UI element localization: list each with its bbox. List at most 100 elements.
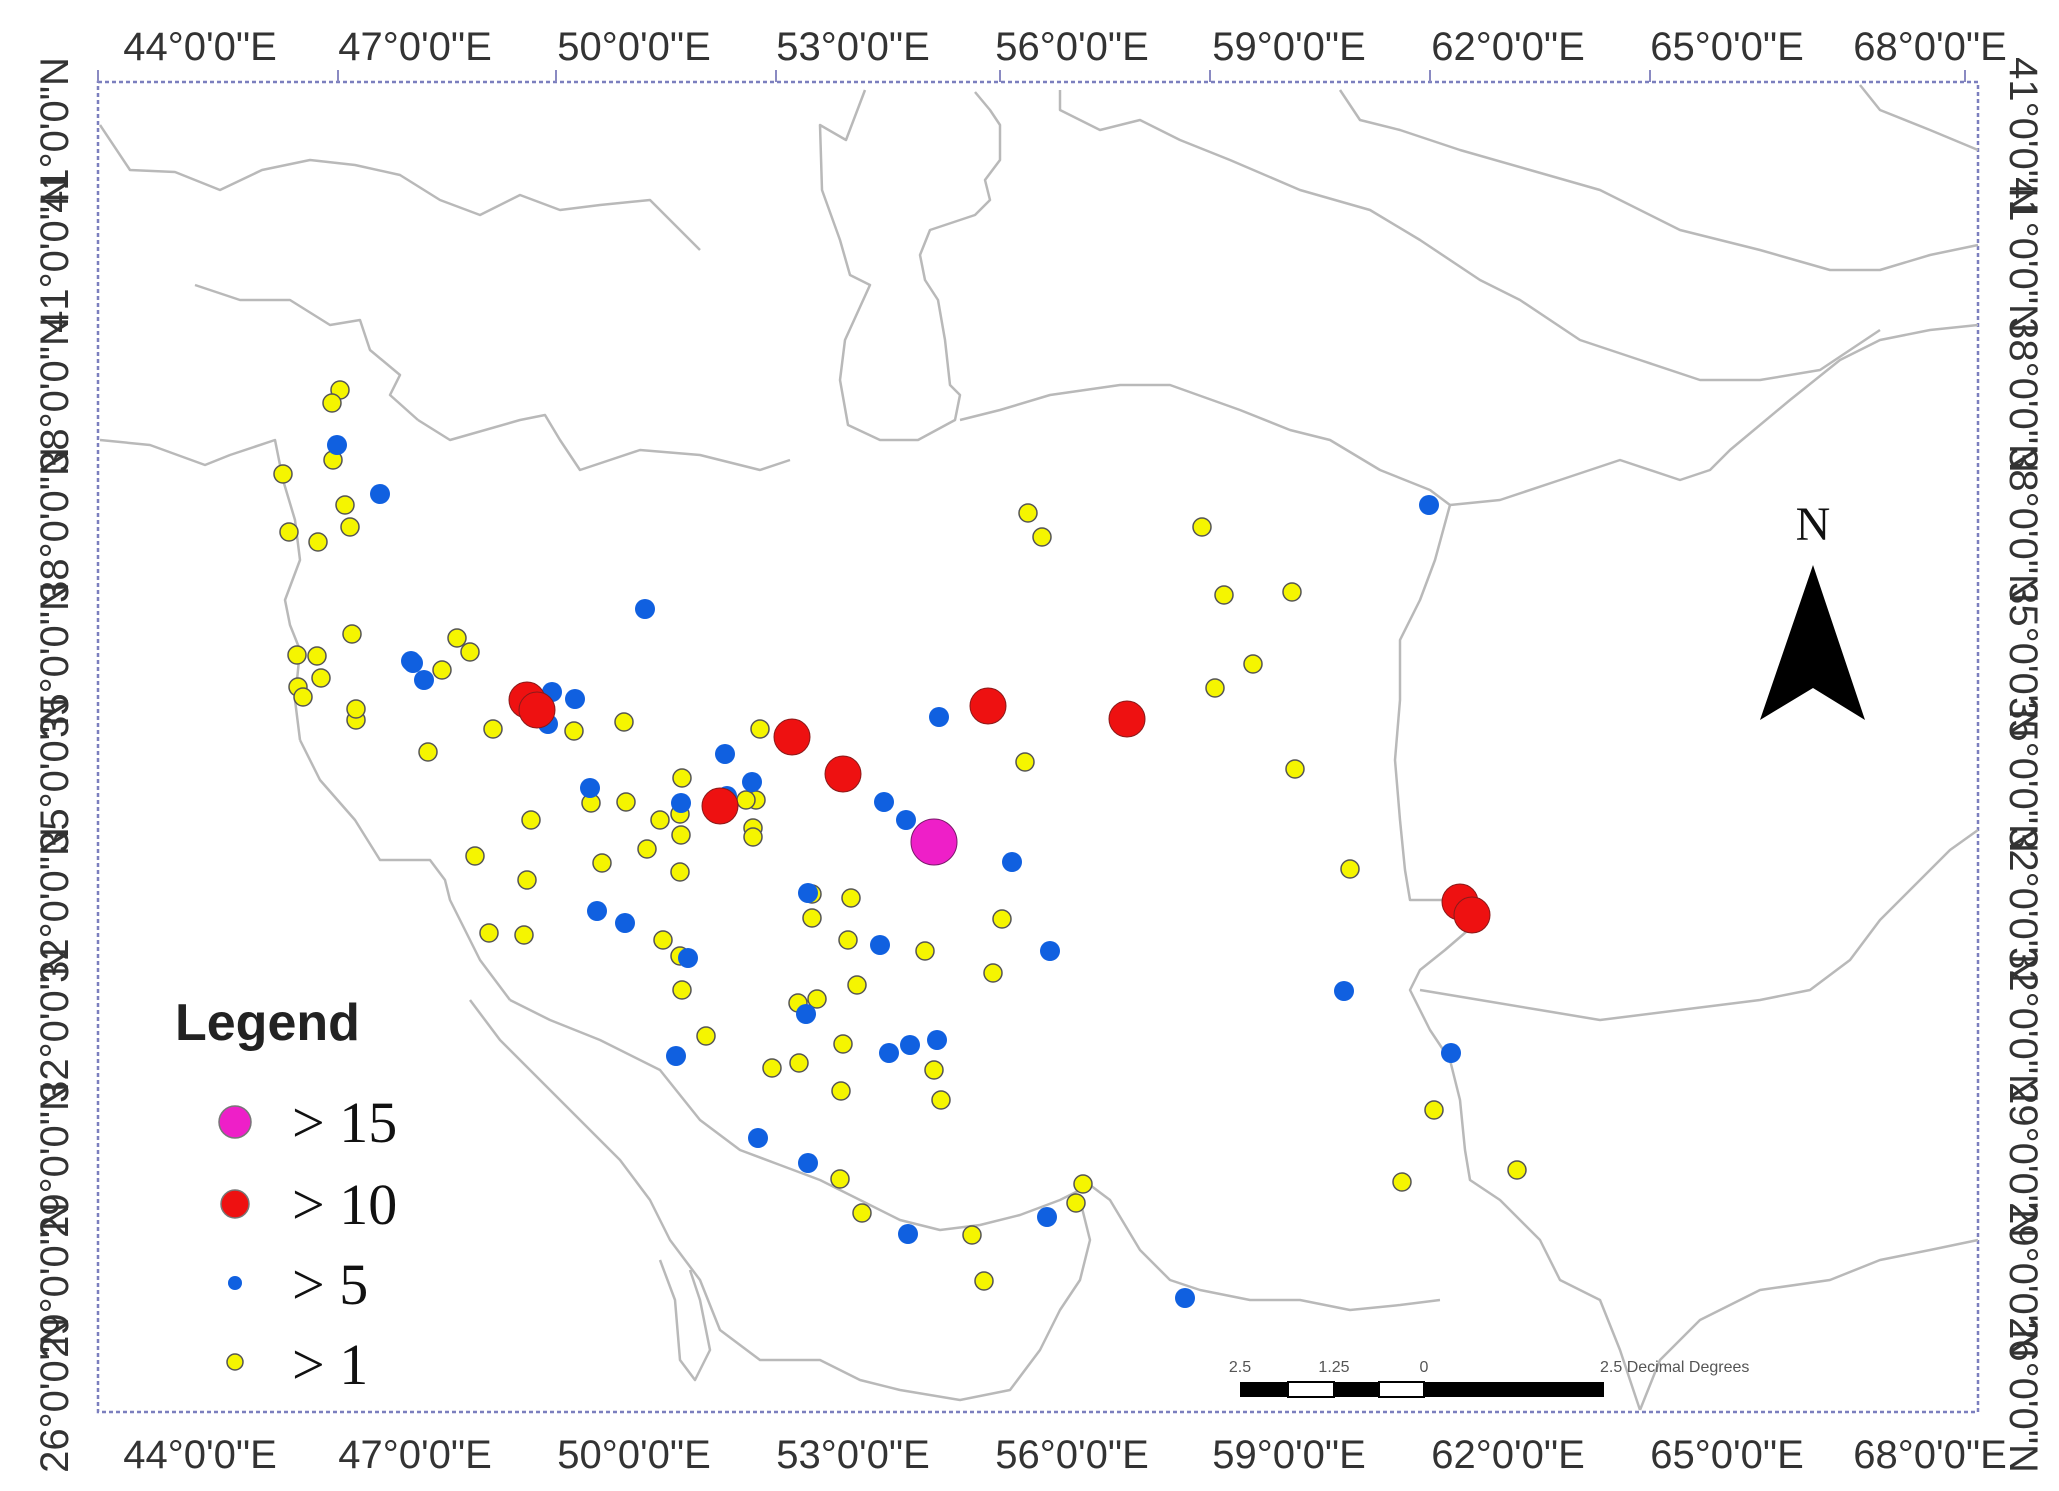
- map-point-gt1: [311, 668, 331, 688]
- y-tick-right: 29°0'0"N: [2001, 1082, 2045, 1238]
- map-point-gt10: [701, 787, 739, 825]
- map-point-gt1: [514, 925, 534, 945]
- y-tick-left: 38°0'0"N: [33, 317, 77, 473]
- map-point-gt5: [798, 883, 818, 903]
- y-tick-right: 32°0'0"N: [2001, 827, 2045, 983]
- map-point-gt5: [403, 653, 423, 673]
- y-tick-labels-right: 41°0'0"N 41°0'0"N 38°0'0"N 38°0'0"N 35°0…: [2001, 57, 2045, 1473]
- points-gt15-group: [910, 818, 958, 866]
- scale-label: 0: [1420, 1359, 1429, 1376]
- map-point-gt5: [1441, 1043, 1461, 1063]
- map-point-gt5: [370, 484, 390, 504]
- map-point-gt1: [418, 742, 438, 762]
- map-point-gt15: [910, 818, 958, 866]
- map-point-gt1: [517, 870, 537, 890]
- map-point-gt1: [1243, 654, 1263, 674]
- axis-ticks: [97, 70, 1966, 82]
- map-point-gt1: [696, 1026, 716, 1046]
- map-point-gt1: [465, 846, 485, 866]
- x-tick-bottom: 62°0'0"E: [1431, 1433, 1585, 1477]
- y-tick-right: 35°0'0"N: [2001, 582, 2045, 738]
- map-point-gt1: [432, 660, 452, 680]
- y-tick-right: 26°0'0"N: [2001, 1317, 2045, 1473]
- map-point-gt1: [807, 989, 827, 1009]
- map-point-gt1: [983, 963, 1003, 983]
- map-point-gt1: [1507, 1160, 1527, 1180]
- map-point-gt5: [900, 1035, 920, 1055]
- scale-bar: 2.5 1.25 0 2.5 Decimal Degrees: [1229, 1359, 1749, 1398]
- legend: Legend > 15 > 10 > 5 > 1: [175, 994, 397, 1397]
- map-point-gt1: [483, 719, 503, 739]
- north-arrow-label: N: [1796, 498, 1831, 551]
- turkmenistan-border: [959, 383, 1451, 506]
- legend-label: > 1: [292, 1332, 368, 1397]
- y-tick-left: 26°0'0"N: [33, 1317, 77, 1473]
- map-point-gt1: [1192, 517, 1212, 537]
- map-frame: [96, 80, 1980, 1414]
- map-point-gt10: [518, 691, 556, 729]
- y-tick-right: 38°0'0"N: [2001, 317, 2045, 473]
- map-point-gt5: [748, 1128, 768, 1148]
- x-tick-top: 50°0'0"E: [557, 25, 711, 69]
- map-point-gt5: [587, 901, 607, 921]
- map-point-gt1: [1424, 1100, 1444, 1120]
- y-tick-left: 38°0'0"N: [33, 447, 77, 603]
- map-point-gt1: [1032, 527, 1052, 547]
- map-point-gt5: [1334, 981, 1354, 1001]
- map-point-gt5: [929, 707, 949, 727]
- legend-label: > 10: [292, 1172, 397, 1237]
- map-point-gt1: [1282, 582, 1302, 602]
- y-tick-left: 41°0'0"N: [33, 57, 77, 213]
- legend-swatch-gt10: [220, 1189, 250, 1219]
- y-tick-right: 41°0'0"N: [2001, 57, 2045, 213]
- map-point-gt5: [565, 689, 585, 709]
- map-point-gt1: [460, 642, 480, 662]
- north-arrow-icon: [1760, 565, 1865, 720]
- map-point-gt10: [969, 687, 1007, 725]
- map-point-gt5: [327, 435, 347, 455]
- y-tick-left: 29°0'0"N: [33, 1082, 77, 1238]
- x-tick-bottom: 50°0'0"E: [557, 1433, 711, 1477]
- points-gt10-group: [508, 681, 1491, 934]
- map-point-gt1: [564, 721, 584, 741]
- y-tick-right: 29°0'0"N: [2001, 1202, 2045, 1358]
- map-point-gt1: [838, 930, 858, 950]
- afghanistan-border: [1449, 323, 1979, 507]
- map-point-gt5: [927, 1030, 947, 1050]
- caspian-sea-outline: [818, 89, 1002, 442]
- map-point-gt1: [1340, 859, 1360, 879]
- iraq-iran-border: [298, 739, 511, 1001]
- x-tick-top: 65°0'0"E: [1650, 25, 1804, 69]
- map-point-gt5: [898, 1224, 918, 1244]
- map-point-gt5: [1002, 852, 1022, 872]
- y-tick-left: 35°0'0"N: [33, 697, 77, 853]
- iran-north-border: [417, 413, 791, 472]
- y-tick-right: 32°0'0"N: [2001, 947, 2045, 1103]
- map-point-gt1: [831, 1081, 851, 1101]
- map-point-gt1: [833, 1034, 853, 1054]
- map-point-gt5: [666, 1046, 686, 1066]
- legend-label: > 5: [292, 1252, 368, 1317]
- x-tick-bottom: 65°0'0"E: [1650, 1433, 1804, 1477]
- map-point-gt1: [335, 495, 355, 515]
- map-point-gt1: [592, 853, 612, 873]
- map-point-gt1: [637, 839, 657, 859]
- points-gt5-group: [327, 435, 1461, 1308]
- map-point-gt5: [870, 935, 890, 955]
- map-point-gt1: [1015, 752, 1035, 772]
- map-point-gt5: [615, 913, 635, 933]
- north-arrow: N: [1760, 498, 1865, 720]
- map-point-gt1: [1073, 1174, 1093, 1194]
- pakistan-border: [1638, 1238, 1979, 1411]
- map-point-gt1: [307, 646, 327, 666]
- map-point-gt5: [1419, 495, 1439, 515]
- map-point-gt5: [580, 778, 600, 798]
- map-point-gt5: [678, 948, 698, 968]
- map-point-gt5: [1175, 1288, 1195, 1308]
- map-point-gt1: [521, 810, 541, 830]
- map-point-gt5: [1037, 1207, 1057, 1227]
- map-point-gt1: [616, 792, 636, 812]
- y-tick-right: 41°0'0"N: [2001, 177, 2045, 333]
- arabian-coast: [469, 999, 1092, 1402]
